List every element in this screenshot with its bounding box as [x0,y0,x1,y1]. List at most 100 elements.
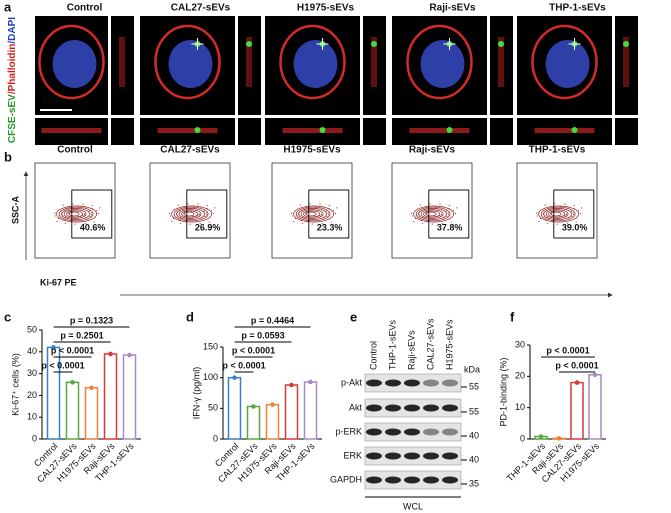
gate-percentage: 23.3% [317,222,343,232]
y-tick-label: 30 [27,368,37,378]
event-dot [99,207,101,209]
event-dot [97,212,100,214]
event-dot [321,223,323,225]
event-dot [411,212,413,214]
flow-title: CAL27-sEVs [160,145,220,156]
contour [183,211,195,217]
flow-title: THP-1-sEVs [529,145,586,156]
band [442,476,458,484]
event-dot [439,215,441,217]
side-signal [623,37,629,87]
event-dot [571,215,573,218]
event-dot [328,204,330,207]
sev-dot [194,127,201,133]
flow-title: Raji-sEVs [409,145,456,156]
lane-label: Control [368,341,378,370]
event-dot [56,220,58,223]
marker-label: 55 [469,381,479,391]
event-dot [299,204,301,206]
event-dot [325,210,327,212]
event-dot [179,222,181,224]
event-dot [95,210,98,212]
sev-dot [371,41,377,47]
band [385,379,401,387]
event-dot [538,220,540,223]
contour [181,210,198,218]
bar-point [127,352,132,358]
protein-label: Akt [349,402,363,412]
event-dot [411,215,413,217]
event-dot [54,215,56,217]
event-dot [84,213,86,215]
marker-label: 40 [469,430,479,440]
sev-dot [246,41,252,47]
contour [300,209,324,219]
sev-dot [319,127,326,133]
group-title: THP-1-sEVs [549,3,606,14]
event-dot [88,210,90,212]
y-tick-label: 0 [520,433,525,443]
protein-label: p-Akt [341,377,363,387]
side-signal [371,37,377,87]
contour [176,208,205,220]
event-dot [203,210,205,212]
contour [413,205,454,223]
sev-dot [571,127,578,133]
sev-dot [498,41,504,47]
y-axis-label: Ki-67⁺ cells (%) [10,353,20,416]
flow-y-label: SSC-A [10,196,20,225]
p-value: p < 0.0001 [41,360,84,370]
corner-view [615,118,638,145]
event-dot [536,215,538,217]
band [442,379,458,387]
event-dot [169,215,171,217]
event-dot [566,223,568,225]
band [423,428,439,436]
contour [305,211,317,217]
contour [415,206,451,222]
band [404,404,420,412]
bar-point [89,385,94,391]
y-tick-label: 30 [515,339,525,349]
event-dot [93,221,95,223]
bar [122,354,137,440]
band [366,452,382,460]
band [404,452,420,460]
event-dot [456,207,458,209]
bar-point [538,434,544,439]
p-value: p < 0.0001 [51,345,94,355]
bar-point [270,402,275,407]
event-dot [82,203,84,205]
bar [265,403,280,440]
group-title: Control [67,3,103,14]
event-dot [291,212,293,214]
side-signal [498,37,504,87]
event-dot [334,212,337,214]
bar-point [308,379,313,385]
event-dot [544,204,546,206]
event-dot [197,203,199,205]
bar [570,381,584,440]
band [385,428,401,436]
event-dot [441,213,443,215]
event-dot [187,203,189,205]
y-tick-label: 10 [27,412,37,422]
corner-view [363,118,386,145]
event-dot [431,223,433,225]
band [423,404,439,412]
bar-point [51,345,56,350]
gate-percentage: 37.8% [437,222,463,232]
corner-view [238,118,261,145]
event-dot [301,222,303,224]
event-dot [440,214,442,216]
event-dot [564,215,566,217]
event-dot [327,212,329,214]
event-dot [327,214,330,216]
group-title: H1975-sEVs [297,3,355,14]
contour [303,210,320,218]
marker-unit: kDa [464,364,480,374]
contour [293,205,334,223]
event-dot [214,207,216,209]
corner-view [490,118,513,145]
event-dot [54,212,56,214]
